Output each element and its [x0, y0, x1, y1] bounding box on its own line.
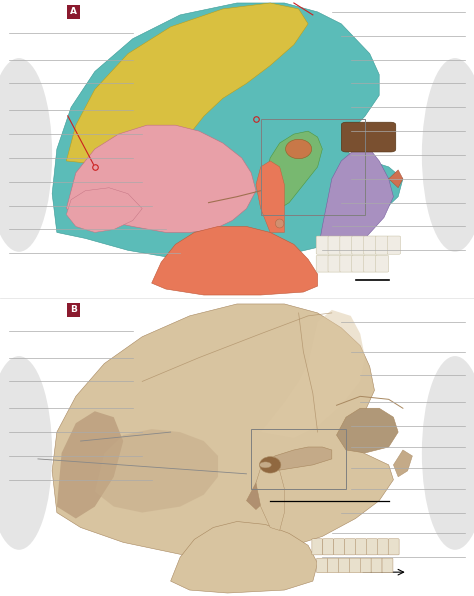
Polygon shape [256, 465, 284, 530]
FancyBboxPatch shape [338, 558, 349, 573]
FancyBboxPatch shape [334, 539, 345, 555]
Bar [261, 119, 365, 215]
Ellipse shape [0, 356, 52, 550]
Polygon shape [57, 411, 123, 519]
FancyBboxPatch shape [352, 236, 365, 254]
Polygon shape [246, 465, 275, 510]
Polygon shape [66, 125, 256, 232]
FancyBboxPatch shape [375, 236, 389, 254]
FancyBboxPatch shape [340, 256, 353, 272]
Polygon shape [393, 450, 412, 477]
FancyBboxPatch shape [360, 558, 371, 573]
FancyBboxPatch shape [328, 256, 341, 272]
FancyBboxPatch shape [377, 539, 388, 555]
FancyBboxPatch shape [317, 558, 328, 573]
Polygon shape [261, 310, 365, 438]
Polygon shape [95, 429, 218, 513]
FancyBboxPatch shape [328, 236, 341, 254]
Polygon shape [171, 522, 318, 593]
FancyBboxPatch shape [382, 558, 393, 573]
Polygon shape [318, 149, 393, 253]
FancyBboxPatch shape [316, 236, 329, 254]
Ellipse shape [0, 58, 52, 252]
Text: B: B [70, 305, 77, 315]
Ellipse shape [422, 58, 474, 252]
Polygon shape [337, 408, 398, 453]
FancyBboxPatch shape [375, 256, 389, 272]
Polygon shape [66, 188, 142, 232]
FancyBboxPatch shape [352, 256, 365, 272]
Polygon shape [389, 170, 403, 188]
FancyBboxPatch shape [349, 558, 360, 573]
Polygon shape [152, 226, 318, 295]
Text: A: A [70, 8, 77, 17]
FancyBboxPatch shape [323, 539, 334, 555]
Ellipse shape [275, 219, 284, 228]
Ellipse shape [259, 462, 271, 468]
FancyBboxPatch shape [312, 539, 323, 555]
FancyBboxPatch shape [388, 539, 399, 555]
Ellipse shape [285, 139, 312, 159]
Polygon shape [261, 131, 322, 212]
FancyBboxPatch shape [364, 236, 377, 254]
Polygon shape [256, 161, 284, 232]
FancyBboxPatch shape [345, 539, 356, 555]
Polygon shape [52, 304, 393, 557]
Bar [251, 429, 346, 489]
FancyBboxPatch shape [328, 558, 338, 573]
FancyBboxPatch shape [356, 539, 366, 555]
FancyBboxPatch shape [364, 256, 377, 272]
Ellipse shape [422, 356, 474, 550]
Polygon shape [261, 447, 332, 471]
FancyBboxPatch shape [340, 236, 353, 254]
Polygon shape [66, 3, 308, 173]
FancyBboxPatch shape [366, 539, 377, 555]
FancyBboxPatch shape [316, 256, 329, 272]
FancyBboxPatch shape [371, 558, 382, 573]
FancyBboxPatch shape [341, 122, 396, 152]
FancyBboxPatch shape [387, 236, 401, 254]
Ellipse shape [259, 457, 281, 473]
Polygon shape [52, 3, 403, 262]
